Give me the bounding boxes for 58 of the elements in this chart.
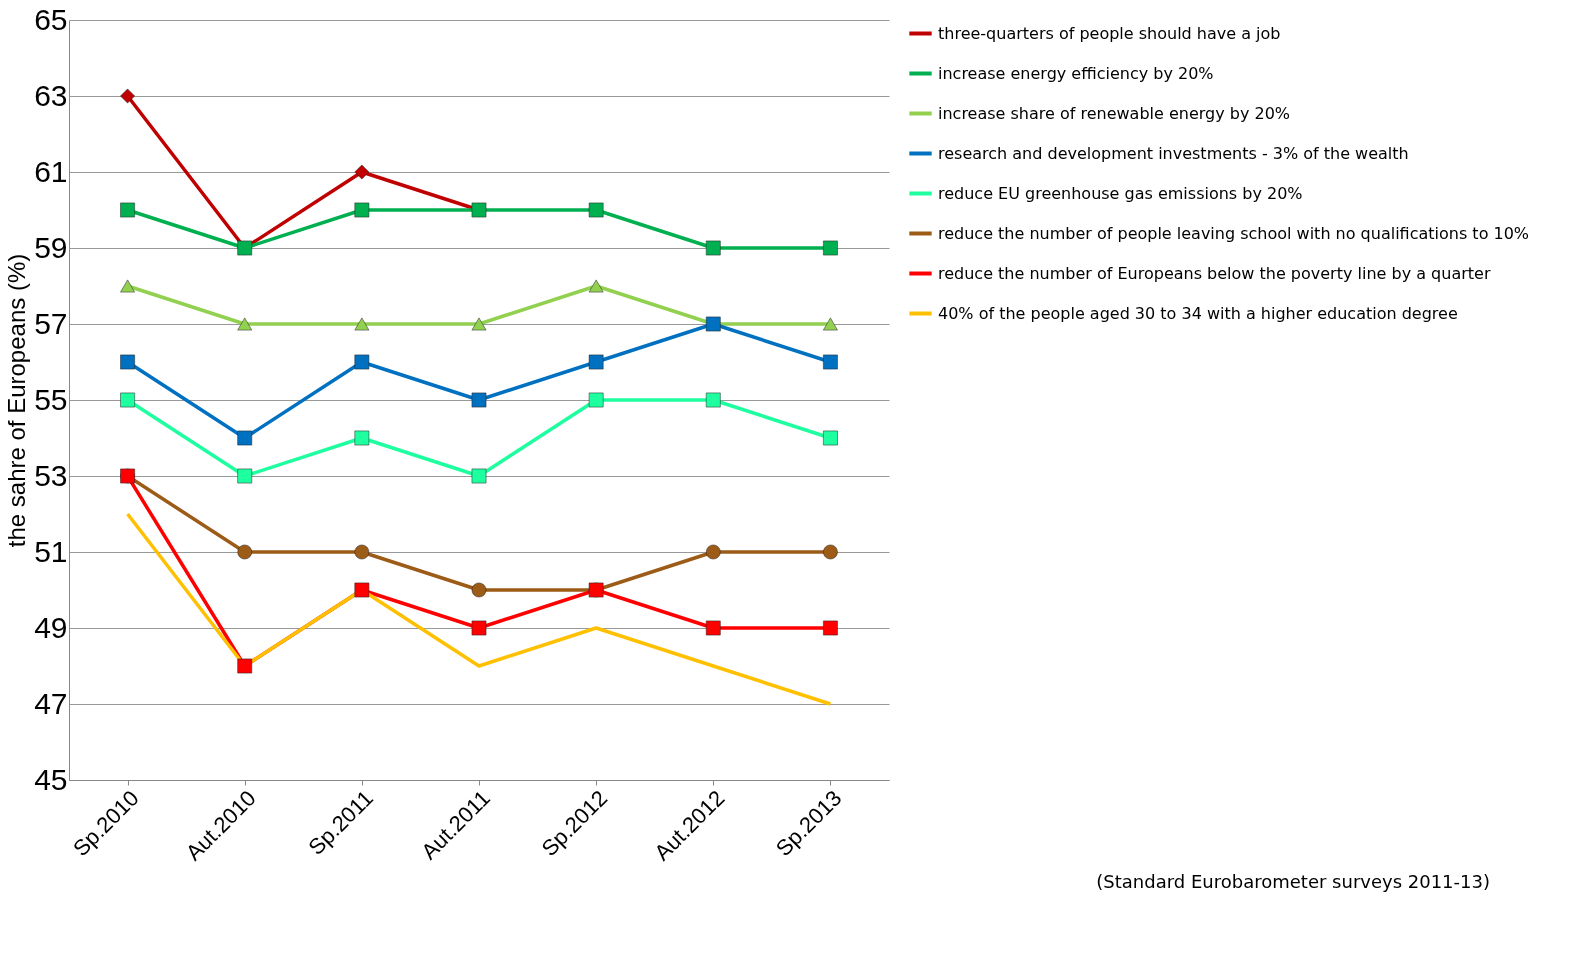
legend-label: research and development investments - 3% of the wealth (938, 143, 1409, 163)
point (354, 354, 370, 370)
point (237, 317, 253, 331)
legend-label: three-quarters of people should have a job (938, 23, 1281, 43)
text: (Standard Eurobarometer surveys 2011-13) (1096, 871, 1490, 893)
point (120, 354, 135, 370)
point (823, 317, 838, 331)
point (823, 240, 838, 256)
point (120, 202, 135, 218)
legend-label: increase share of renewable energy by 20% (938, 103, 1291, 123)
y-tick-label: 45 (34, 762, 68, 796)
point (705, 620, 721, 636)
point (354, 202, 370, 218)
point (354, 430, 370, 446)
point (588, 279, 604, 293)
point (471, 468, 487, 484)
y-tick-label: 55 (34, 382, 68, 416)
line-series (125, 512, 833, 706)
y-tick-label: 63 (34, 78, 68, 112)
point (823, 354, 838, 370)
legend-label: increase energy efficiency by 20% (938, 63, 1214, 83)
point (237, 658, 253, 674)
point (588, 202, 604, 218)
point (120, 279, 135, 293)
point (237, 468, 253, 484)
y-tick-label: 65 (34, 2, 68, 36)
y-axis-title: the sahre of Europeans (%) (3, 253, 31, 548)
point (823, 544, 838, 560)
point (120, 392, 135, 408)
legend-label: reduce the number of Europeans below the poverty line by a quarter (938, 263, 1491, 283)
y-tick-label: 57 (34, 306, 68, 340)
point (705, 240, 721, 256)
point (354, 164, 370, 180)
point (471, 582, 487, 598)
legend-label: reduce EU greenhouse gas emissions by 20% (938, 183, 1303, 203)
y-tick-label: 51 (34, 534, 68, 568)
point (705, 544, 721, 560)
point (471, 317, 487, 331)
point (354, 544, 370, 560)
point (588, 354, 604, 370)
point (823, 430, 838, 446)
point (471, 392, 487, 408)
point (588, 392, 604, 408)
point (705, 392, 721, 408)
point (823, 620, 838, 636)
y-tick-label: 47 (34, 686, 68, 720)
point (237, 430, 253, 446)
y-tick-label: 53 (34, 458, 68, 492)
point (354, 582, 370, 598)
y-tick-label: 49 (34, 610, 68, 644)
legend-label: 40% of the people aged 30 to 34 with a higher education degree (938, 303, 1458, 323)
point (120, 88, 135, 104)
point (237, 544, 253, 560)
y-tick-label: 59 (34, 230, 68, 264)
point (354, 317, 370, 331)
y-tick-label: 61 (34, 154, 68, 188)
point (471, 620, 487, 636)
legend-label: reduce the number of people leaving school with no qualifications to 10% (938, 223, 1530, 243)
